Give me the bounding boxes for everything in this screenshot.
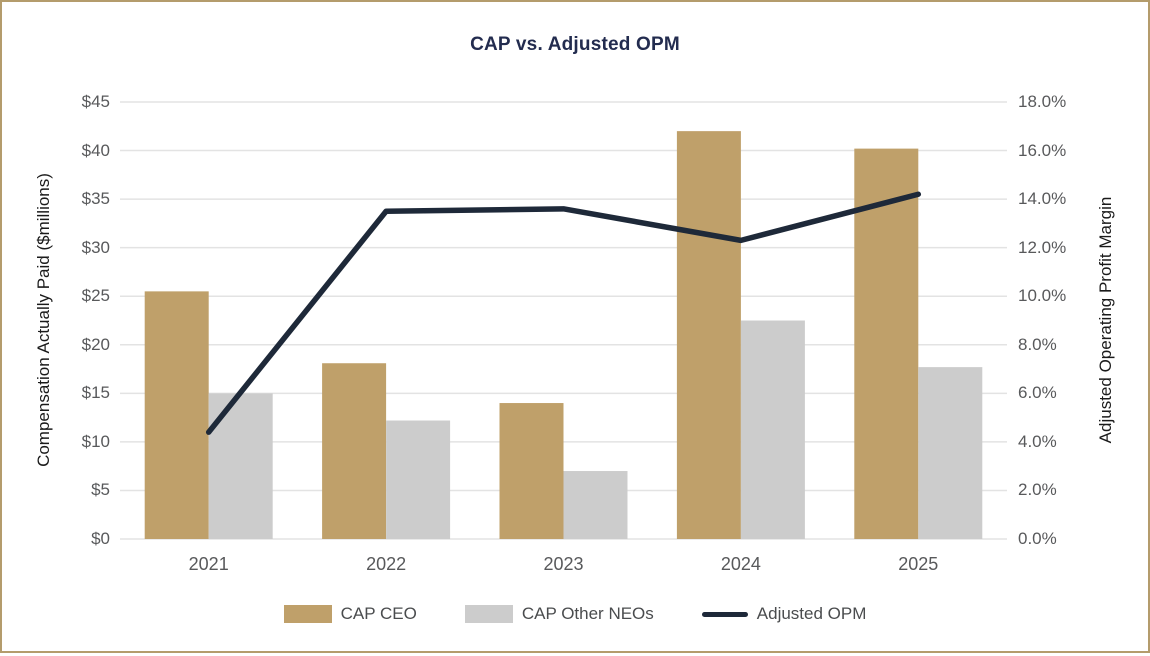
left-axis-tick: $0 (91, 529, 110, 548)
legend-swatch-icon (464, 605, 513, 623)
left-axis-tick: $10 (81, 431, 110, 451)
legend-label: CAP Other NEOs (521, 604, 654, 623)
bar-cap-ceo-2022 (322, 363, 387, 539)
left-axis-tick: $30 (81, 237, 110, 257)
left-axis-tick: $40 (81, 140, 110, 160)
bar-cap-other-neos-2023 (563, 471, 628, 539)
x-axis-label-2025: 2025 (898, 554, 939, 574)
left-axis-tick: $25 (81, 286, 110, 306)
x-axis-label-2023: 2023 (543, 554, 584, 574)
right-axis-tick: 4.0% (1018, 431, 1057, 451)
left-axis-title: Compensation Actually Paid ($millions) (34, 173, 53, 467)
right-axis-tick: 6.0% (1018, 383, 1057, 403)
legend-label: CAP CEO (340, 604, 417, 623)
bar-cap-other-neos-2025 (918, 367, 983, 539)
left-axis-tick: $35 (81, 189, 110, 209)
legend-label: Adjusted OPM (756, 604, 867, 623)
right-axis-tick: 0.0% (1018, 529, 1057, 548)
bar-cap-ceo-2025 (854, 148, 919, 539)
right-axis-title: Adjusted Operating Profit Margin (1096, 196, 1115, 444)
right-axis-tick: 12.0% (1018, 237, 1067, 257)
right-axis-tick: 10.0% (1018, 286, 1067, 306)
legend: CAP CEO CAP Other NEOs Adjusted OPM (2, 604, 1148, 624)
x-axis-label-2024: 2024 (720, 554, 761, 574)
bar-cap-other-neos-2021 (208, 393, 273, 539)
bar-cap-ceo-2021 (144, 291, 209, 539)
left-axis-tick: $45 (81, 92, 110, 111)
left-axis-tick: $15 (81, 383, 110, 403)
right-axis-tick: 18.0% (1018, 92, 1067, 111)
left-axis-tick: $5 (91, 480, 110, 500)
bar-cap-other-neos-2024 (740, 320, 805, 539)
left-axis-tick: $20 (81, 334, 110, 354)
bar-cap-ceo-2023 (499, 403, 564, 539)
legend-swatch-icon (283, 605, 332, 623)
line-adjusted-opm (205, 191, 922, 435)
chart-title: CAP vs. Adjusted OPM (470, 34, 680, 55)
legend-item-cap-other-neos: CAP Other NEOs (464, 604, 654, 624)
legend-item-cap-ceo: CAP CEO (283, 604, 417, 624)
x-axis-label-2021: 2021 (188, 554, 229, 574)
right-axis-tick: 16.0% (1018, 140, 1067, 160)
legend-item-adjusted-opm: Adjusted OPM (701, 604, 867, 624)
right-axis-tick: 2.0% (1018, 480, 1057, 500)
bar-cap-ceo-2024 (676, 131, 741, 539)
x-axis-label-2022: 2022 (366, 554, 407, 574)
bar-cap-other-neos-2022 (386, 420, 451, 539)
right-axis-tick: 8.0% (1018, 334, 1057, 354)
right-axis-tick: 14.0% (1018, 189, 1067, 209)
legend-swatch-icon (701, 611, 748, 617)
